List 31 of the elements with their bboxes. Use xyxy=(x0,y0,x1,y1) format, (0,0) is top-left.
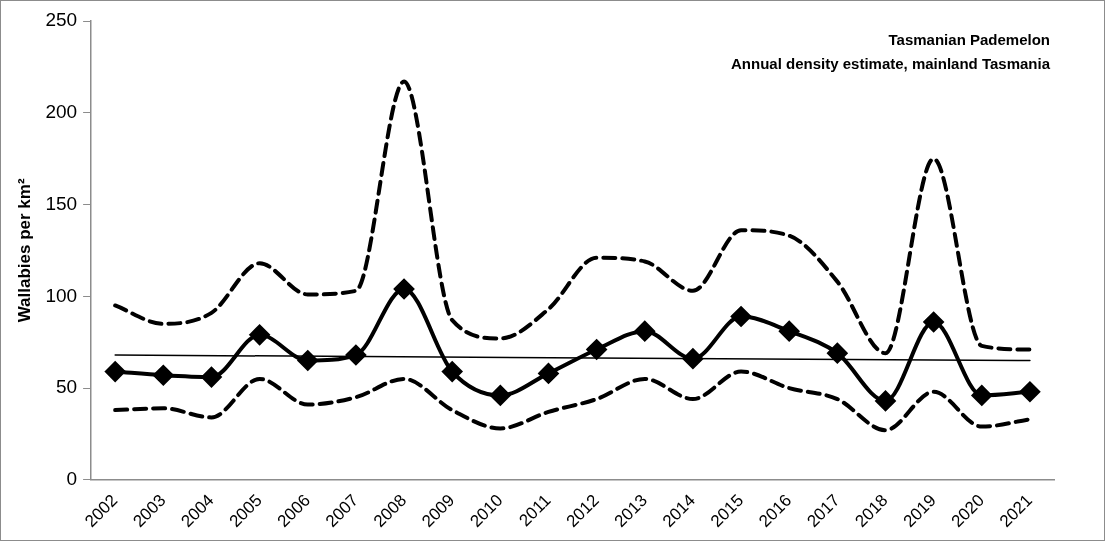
y-tick-label: 200 xyxy=(45,101,78,122)
annotation: Tasmanian Pademelon xyxy=(888,30,1050,48)
point xyxy=(105,361,126,382)
point xyxy=(345,345,366,366)
y-tick-label: 150 xyxy=(45,192,78,214)
point xyxy=(442,361,463,382)
point xyxy=(731,306,752,327)
point xyxy=(682,348,703,369)
line-series xyxy=(113,79,1032,356)
point xyxy=(827,343,848,364)
point xyxy=(875,390,896,411)
point xyxy=(153,365,174,386)
point xyxy=(923,312,944,332)
y-tick-label: 0 xyxy=(66,468,78,490)
point xyxy=(1019,381,1040,402)
point xyxy=(538,363,559,384)
point xyxy=(971,385,992,406)
y-axis-title: Wallabies per km² xyxy=(14,178,34,323)
point xyxy=(586,339,607,360)
y-tick-label: 50 xyxy=(55,376,78,398)
point xyxy=(394,278,415,299)
point xyxy=(490,385,511,406)
y-tick-label: 100 xyxy=(45,284,78,306)
point xyxy=(779,321,800,342)
point xyxy=(297,350,318,371)
y-tick-label: 250 xyxy=(45,9,78,31)
line-series xyxy=(113,369,1032,433)
point xyxy=(249,324,270,345)
point xyxy=(201,367,222,388)
annotation: Annual density estimate, mainland Tasmania xyxy=(731,54,1051,72)
point xyxy=(634,321,655,342)
